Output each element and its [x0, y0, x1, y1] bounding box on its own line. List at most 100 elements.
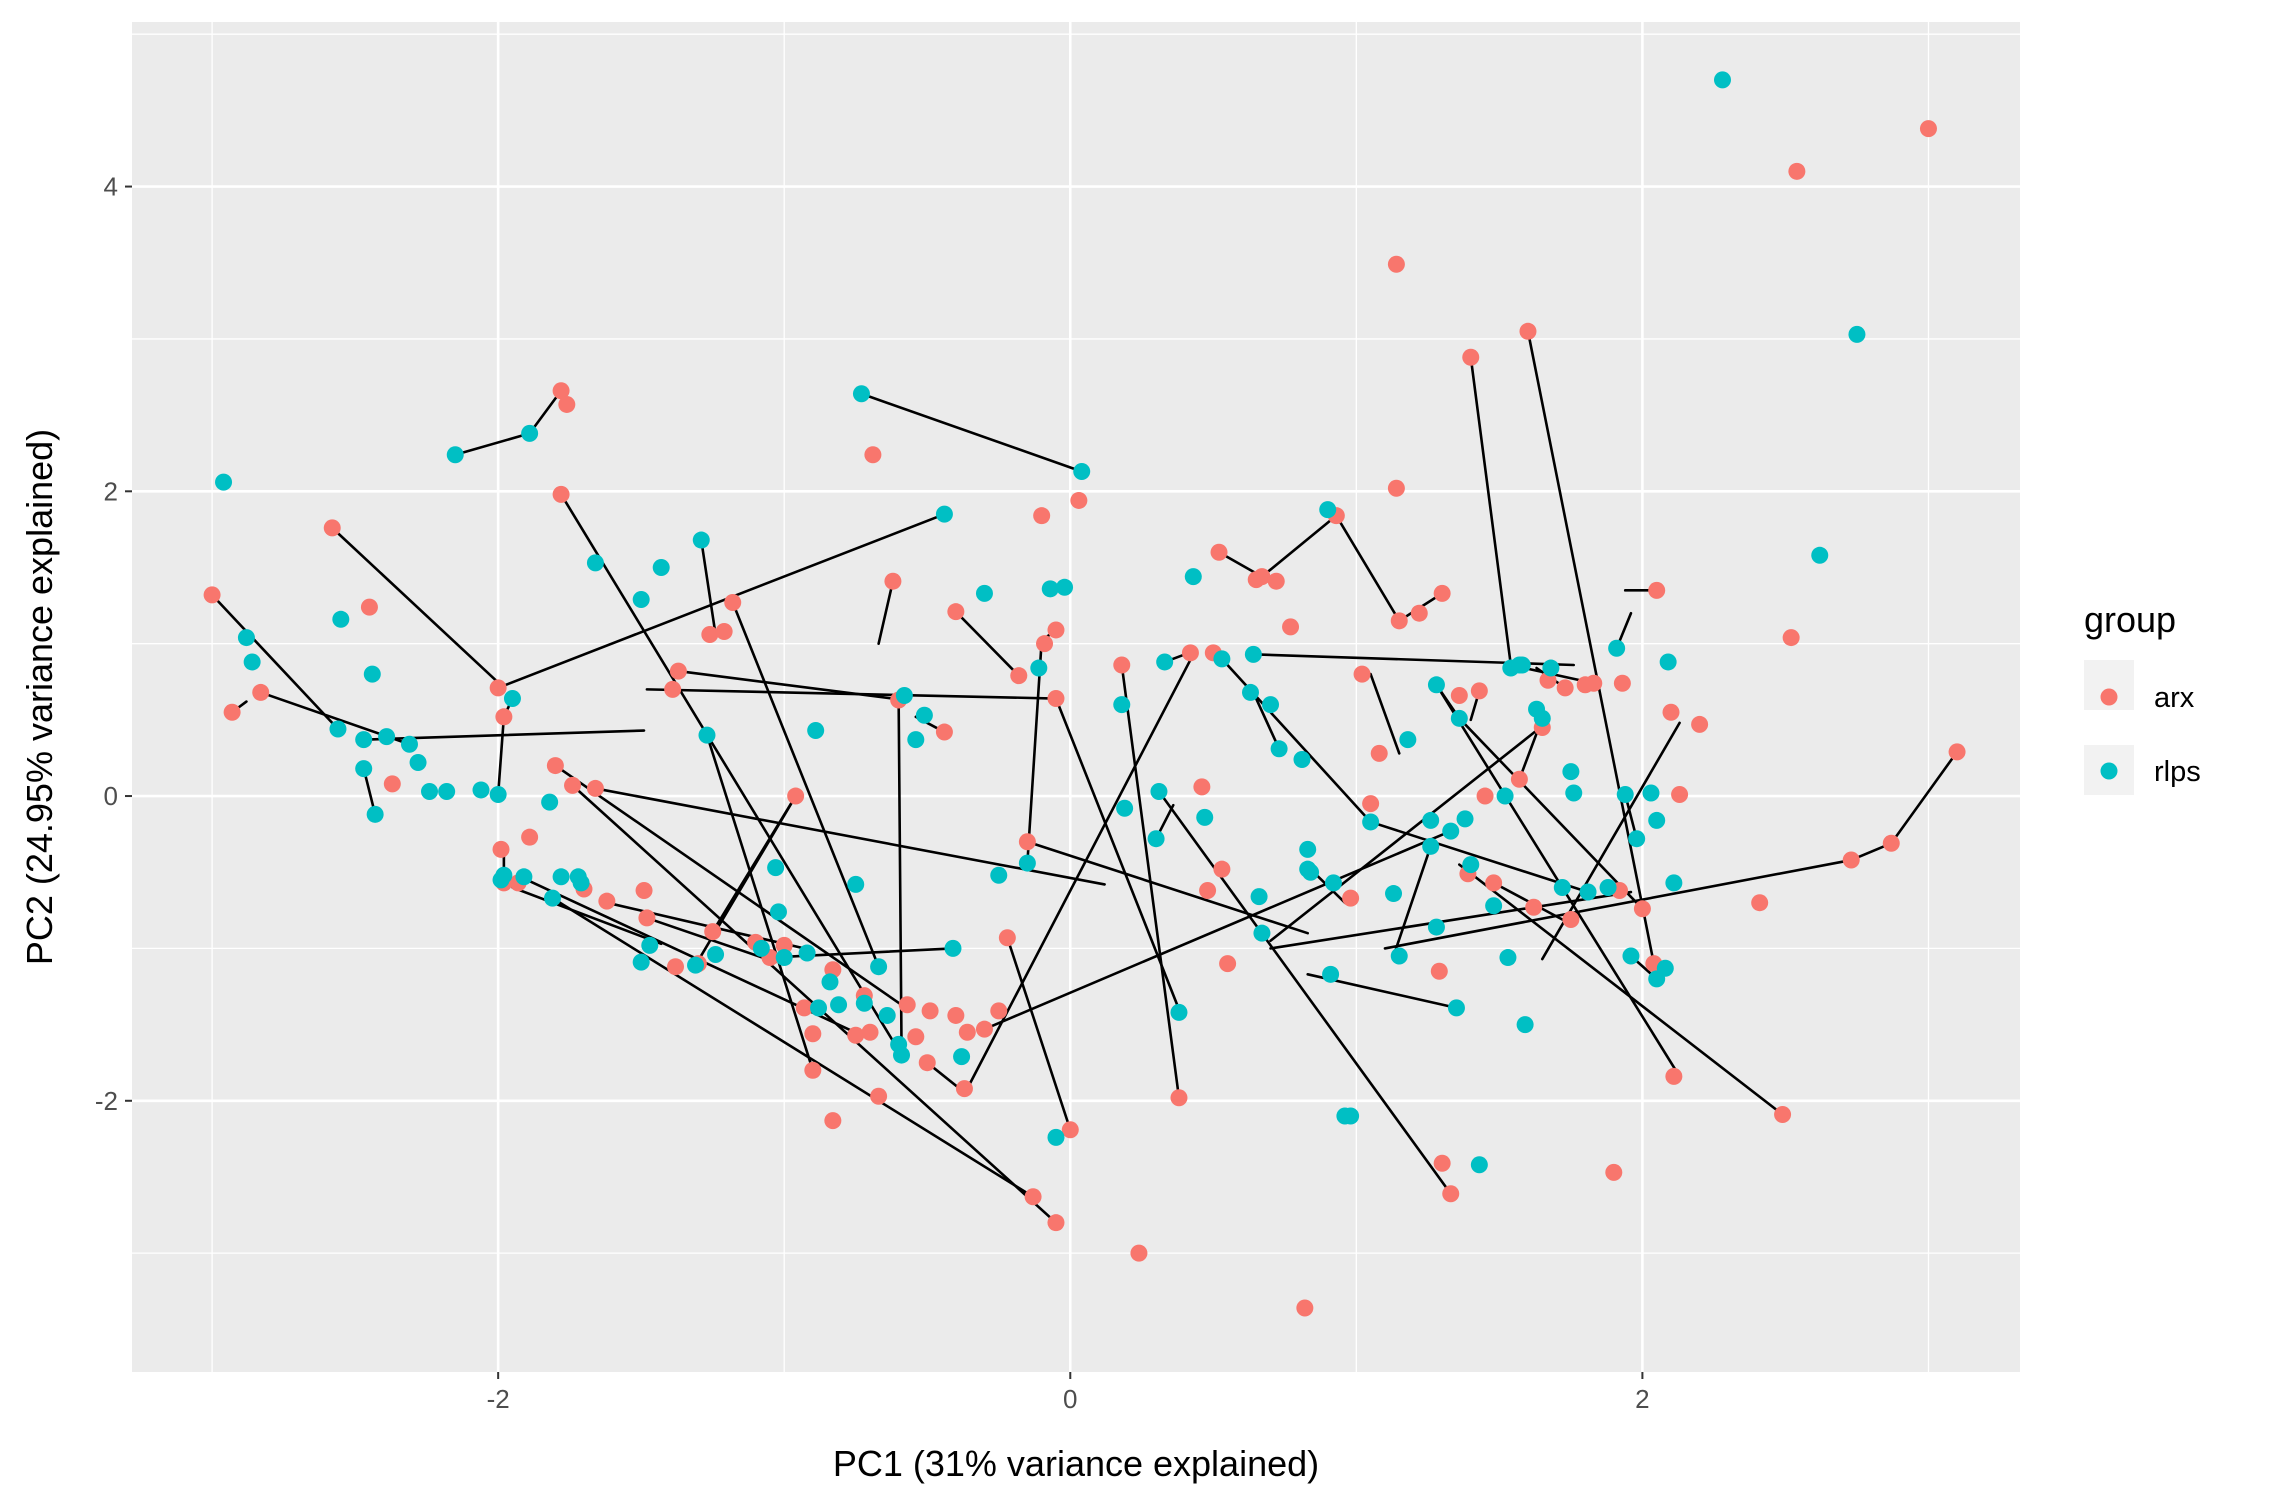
point-rlps — [1262, 696, 1280, 714]
point-arx — [1181, 644, 1199, 662]
point-arx — [1024, 1188, 1042, 1206]
minor-gridlines — [132, 22, 2020, 1372]
point-rlps — [1608, 639, 1626, 657]
point-rlps — [1442, 822, 1460, 840]
point-arx — [1510, 770, 1528, 788]
point-arx — [1562, 910, 1580, 928]
point-arx — [558, 395, 576, 413]
point-rlps — [1656, 959, 1674, 977]
point-arx — [495, 708, 513, 726]
pair-line — [1120, 663, 1181, 1100]
point-arx — [1774, 1105, 1792, 1123]
y-tick-label: 4 — [104, 172, 118, 202]
point-arx — [1199, 882, 1217, 900]
point-arx — [1613, 674, 1631, 692]
point-rlps — [632, 953, 650, 971]
point-arx — [1033, 507, 1051, 525]
point-arx — [586, 779, 604, 797]
y-axis: -2 0 2 4 — [95, 172, 132, 1116]
point-rlps — [707, 946, 725, 964]
x-tick-label: 2 — [1635, 1384, 1649, 1414]
point-arx — [921, 1002, 939, 1020]
point-rlps — [1499, 949, 1517, 967]
pair-line — [699, 538, 717, 636]
pair-line — [496, 715, 506, 796]
point-rlps — [1184, 568, 1202, 586]
point-arx — [990, 1002, 1008, 1020]
point-rlps — [821, 973, 839, 991]
point-arx — [1387, 255, 1405, 273]
point-arx — [998, 929, 1016, 947]
point-rlps — [935, 505, 953, 523]
point-arx — [1387, 479, 1405, 497]
pair-line — [330, 526, 506, 690]
point-arx — [975, 1020, 993, 1038]
point-rlps — [1362, 813, 1380, 831]
point-rlps — [1542, 659, 1560, 677]
point-rlps — [1241, 683, 1259, 701]
legend: group arx rlps — [2084, 599, 2201, 795]
pair-line — [954, 610, 1021, 677]
point-arx — [323, 519, 341, 537]
point-rlps — [1147, 830, 1165, 848]
point-rlps — [769, 903, 787, 921]
point-arx — [1267, 572, 1285, 590]
point-rlps — [692, 531, 710, 549]
point-arx — [1556, 679, 1574, 697]
point-rlps — [1450, 709, 1468, 727]
point-rlps — [878, 1006, 896, 1024]
point-arx — [898, 996, 916, 1014]
point-rlps — [541, 793, 559, 811]
point-rlps — [1047, 1128, 1065, 1146]
point-arx — [598, 892, 616, 910]
point-arx — [1253, 568, 1271, 586]
point-arx — [1061, 1121, 1079, 1139]
pair-line — [511, 886, 663, 946]
point-rlps — [489, 786, 507, 804]
point-rlps — [855, 994, 873, 1012]
point-arx — [1433, 1154, 1451, 1172]
point-arx — [1485, 874, 1503, 892]
point-arx — [1193, 778, 1211, 796]
point-arx — [223, 703, 241, 721]
point-rlps — [1599, 878, 1617, 896]
point-arx — [701, 626, 719, 644]
point-rlps — [1562, 763, 1580, 781]
point-rlps — [1113, 696, 1131, 714]
point-rlps — [1848, 325, 1866, 343]
point-rlps — [767, 859, 785, 877]
point-rlps — [798, 944, 816, 962]
point-rlps — [243, 653, 261, 671]
point-arx — [1671, 786, 1689, 804]
point-arx — [1919, 120, 1937, 138]
point-arx — [704, 923, 722, 941]
pair-line — [594, 787, 1106, 886]
point-arx — [1476, 787, 1494, 805]
point-arx — [847, 1026, 865, 1044]
point-rlps — [907, 731, 925, 749]
pair-line — [1026, 639, 1043, 865]
point-rlps — [1302, 863, 1320, 881]
point-rlps — [1399, 731, 1417, 749]
point-rlps — [1470, 1156, 1488, 1174]
point-rlps — [409, 754, 427, 772]
point-arx — [552, 382, 570, 400]
y-axis-title: PC2 (24.95% variance explained) — [19, 429, 60, 965]
point-rlps — [355, 731, 373, 749]
point-arx — [1948, 743, 1966, 761]
point-arx — [1036, 635, 1054, 653]
point-rlps — [586, 554, 604, 572]
point-rlps — [830, 996, 848, 1014]
point-arx — [1296, 1299, 1314, 1317]
pair-line — [496, 512, 946, 690]
pair-line — [1054, 697, 1181, 1011]
point-rlps — [355, 760, 373, 778]
point-rlps — [852, 385, 870, 403]
point-arx — [1665, 1067, 1683, 1085]
point-arx — [360, 598, 378, 616]
point-arx — [947, 603, 965, 621]
data-points — [203, 71, 1966, 1317]
point-rlps — [1116, 799, 1134, 817]
point-rlps — [1665, 874, 1683, 892]
